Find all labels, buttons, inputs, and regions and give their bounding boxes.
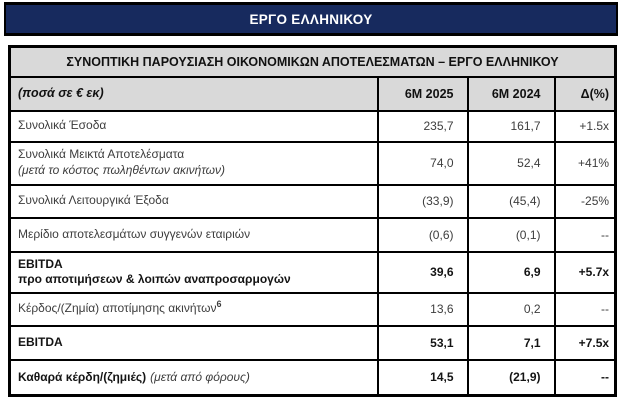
column-header-6m2024: 6M 2024 — [466, 75, 556, 112]
table-row-property-revaluation: Κέρδος/(Ζημία) αποτίμησης ακινήτων6 13,6… — [8, 291, 617, 327]
value-delta: -- — [553, 291, 617, 327]
results-table-container: ΣΥΝΟΠΤΙΚΗ ΠΑΡΟΥΣΙΑΣΗ ΟΙΚΟΝΟΜΙΚΩΝ ΑΠΟΤΕΛΕ… — [8, 45, 618, 398]
table-row-gross-results: Συνολικά Μεικτά Αποτελέσματα (μετά το κό… — [8, 140, 617, 186]
banner-title: ΕΡΓΟ ΕΛΛΗΝΙΚΟΥ — [249, 11, 373, 27]
value-delta: +5.7x — [553, 250, 617, 294]
table-row-ebitda: EBITDA 53,1 7,1 +7.5x — [8, 324, 617, 361]
table-title-row: ΣΥΝΟΠΤΙΚΗ ΠΑΡΟΥΣΙΑΣΗ ΟΙΚΟΝΟΜΙΚΩΝ ΑΠΟΤΕΛΕ… — [8, 45, 617, 78]
metric-label: Συνολικά Λειτουργικά Έξοδα — [8, 183, 379, 219]
value-6m2024: 52,4 — [466, 140, 556, 186]
metric-label: Καθαρά κέρδη/(ζημιές) — [18, 369, 147, 384]
section-banner: ΕΡΓΟ ΕΛΛΗΝΙΚΟΥ — [4, 2, 618, 36]
value-6m2025: 14,5 — [376, 358, 469, 397]
value-6m2025: 235,7 — [376, 109, 469, 143]
value-6m2025: 39,6 — [376, 250, 469, 294]
value-6m2024: (21,9) — [466, 358, 556, 397]
value-delta: -25% — [553, 183, 617, 219]
value-6m2025: (33,9) — [376, 183, 469, 219]
metric-label: Συνολικά Μεικτά Αποτελέσματα — [18, 147, 185, 162]
metric-label: EBITDA — [18, 256, 63, 271]
metric-label: EBITDA — [8, 324, 379, 361]
metric-sublabel: (μετά το κόστος πωληθέντων ακινήτων) — [18, 163, 225, 177]
metric-label: Μερίδιο αποτελεσμάτων συγγενών εταιριών — [8, 216, 379, 253]
value-6m2024: (45,4) — [466, 183, 556, 219]
value-6m2025: 13,6 — [376, 291, 469, 327]
value-delta: +7.5x — [553, 324, 617, 361]
metric-label: Συνολικά Έσοδα — [8, 109, 379, 143]
value-delta: -- — [553, 358, 617, 397]
column-header-6m2025: 6M 2025 — [376, 75, 469, 112]
column-header-units: (ποσά σε € εκ) — [8, 75, 379, 112]
value-delta: -- — [553, 216, 617, 253]
value-6m2024: 0,2 — [466, 291, 556, 327]
table-row-ebitda-pre-revaluation: EBITDA προ αποτιμήσεων & λοιπών αναπροσα… — [8, 250, 617, 294]
metric-label: Κέρδος/(Ζημία) αποτίμησης ακινήτων — [18, 301, 217, 316]
table-title: ΣΥΝΟΠΤΙΚΗ ΠΑΡΟΥΣΙΑΣΗ ΟΙΚΟΝΟΜΙΚΩΝ ΑΠΟΤΕΛΕ… — [8, 45, 617, 78]
table-row-associates-share: Μερίδιο αποτελεσμάτων συγγενών εταιριών … — [8, 216, 617, 253]
table-header-row: (ποσά σε € εκ) 6M 2025 6M 2024 Δ(%) — [8, 75, 617, 112]
value-delta: +1.5x — [553, 109, 617, 143]
value-6m2024: 6,9 — [466, 250, 556, 294]
metric-label-suffix: (μετά από φόρους) — [150, 369, 250, 384]
column-header-delta: Δ(%) — [553, 75, 617, 112]
value-6m2025: 53,1 — [376, 324, 469, 361]
financial-results-table: ΣΥΝΟΠΤΙΚΗ ΠΑΡΟΥΣΙΑΣΗ ΟΙΚΟΝΟΜΙΚΩΝ ΑΠΟΤΕΛΕ… — [8, 45, 618, 398]
table-row-operating-expenses: Συνολικά Λειτουργικά Έξοδα (33,9) (45,4)… — [8, 183, 617, 219]
value-6m2024: 161,7 — [466, 109, 556, 143]
value-6m2025: (0,6) — [376, 216, 469, 253]
value-delta: +41% — [553, 140, 617, 186]
metric-sublabel: προ αποτιμήσεων & λοιπών αναπροσαρμογών — [18, 272, 291, 287]
footnote-marker: 6 — [216, 299, 222, 310]
value-6m2024: 7,1 — [466, 324, 556, 361]
value-6m2025: 74,0 — [376, 140, 469, 186]
table-row-net-profit: Καθαρά κέρδη/(ζημιές) (μετά από φόρους) 1… — [8, 358, 617, 397]
value-6m2024: (0,1) — [466, 216, 556, 253]
table-row-total-revenue: Συνολικά Έσοδα 235,7 161,7 +1.5x — [8, 109, 617, 143]
